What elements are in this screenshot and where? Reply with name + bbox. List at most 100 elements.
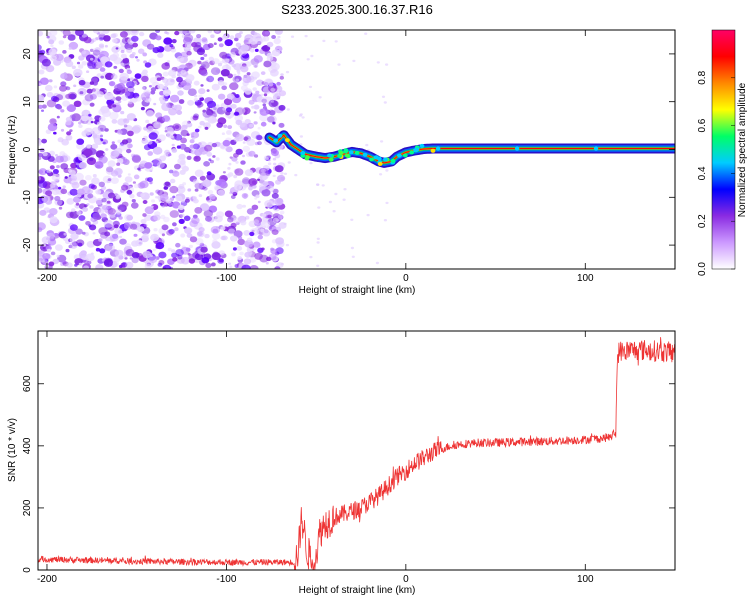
snr-y-axis: 0 200 400 600 [22,375,675,573]
noise-blob [249,48,255,53]
noise-blob [48,48,57,56]
ridge-blob [409,150,415,155]
noise-blob [161,233,165,237]
noise-blob [149,192,154,196]
noise-blob [73,100,82,108]
noise-blob [126,113,136,121]
noise-blob [56,115,60,119]
noise-blob [105,148,109,151]
noise-blob [128,100,133,105]
noise-blob [42,243,47,247]
noise-blob [85,174,92,181]
noise-blob [52,169,59,174]
noise-blob [83,148,93,157]
noise-blob [274,30,283,35]
noise-blob [228,162,232,166]
noise-blob [217,80,225,86]
noise-blob [147,125,154,131]
noise-blob [62,100,70,107]
noise-blob [178,218,185,224]
noise-blob [180,129,189,137]
noise-blob [106,200,111,204]
noise-blob [225,111,231,116]
noise-blob [120,49,125,54]
noise-blob [212,239,218,244]
noise-blob [65,86,69,89]
noise-blob [212,155,216,158]
noise-blob [174,227,179,232]
noise-blob [76,61,81,65]
noise-blob [263,82,269,86]
noise-blob [187,253,191,256]
noise-blob [234,94,240,98]
noise-blob [242,154,245,158]
noise-blob [383,101,387,104]
noise-blob [187,120,191,124]
noise-blob [107,192,116,199]
noise-blob [92,232,96,235]
noise-blob [235,78,240,82]
noise-blob [75,239,85,247]
noise-blob [233,217,241,224]
noise-blob [148,85,152,88]
noise-blob [244,61,252,67]
noise-blob [101,109,111,118]
noise-blob [239,122,249,131]
noise-blob [100,75,104,79]
noise-blob [91,143,99,150]
noise-blob [113,224,119,229]
noise-blob [206,151,213,157]
noise-blob [110,177,119,185]
noise-blob [193,80,200,86]
noise-blob [163,216,170,223]
noise-blob [227,167,231,170]
noise-blob [129,257,133,260]
noise-blob [62,50,67,54]
noise-blob [164,130,168,133]
noise-blob [194,207,203,214]
noise-blob [385,201,389,205]
noise-blob [255,134,263,141]
noise-blob [253,104,260,110]
noise-blob [208,158,212,161]
noise-blob [47,156,55,162]
noise-blob [257,234,263,240]
noise-blob [131,35,139,42]
noise-blob [92,49,101,56]
noise-blob [46,248,52,253]
noise-blob [60,188,68,195]
noise-blob [376,61,380,64]
noise-blob [274,165,284,173]
noise-blob [97,124,107,132]
noise-blob [177,254,183,260]
noise-blob [192,180,197,184]
noise-blob [246,138,256,146]
noise-blob [58,206,63,210]
noise-blob [316,237,320,240]
noise-blob [150,233,160,242]
noise-blob [184,198,190,203]
noise-blob [49,118,57,125]
noise-blob [86,240,95,248]
noise-blob [101,259,105,262]
noise-blob [110,143,118,150]
noise-blob [65,134,73,141]
noise-blob [96,132,104,139]
noise-blob [153,228,158,232]
noise-blob [197,60,202,65]
noise-blob [95,199,103,206]
noise-blob [299,135,303,138]
noise-blob [178,204,185,211]
noise-blob [139,180,149,189]
noise-blob [172,123,182,131]
noise-blob [161,224,169,231]
noise-blob [244,169,253,177]
noise-blob [244,240,254,248]
noise-blob [143,60,148,64]
noise-blob [155,30,161,33]
ridge-blob [327,153,332,158]
noise-blob [191,42,198,48]
noise-blob [71,181,80,189]
noise-blob [107,178,112,182]
noise-blob [55,154,58,157]
